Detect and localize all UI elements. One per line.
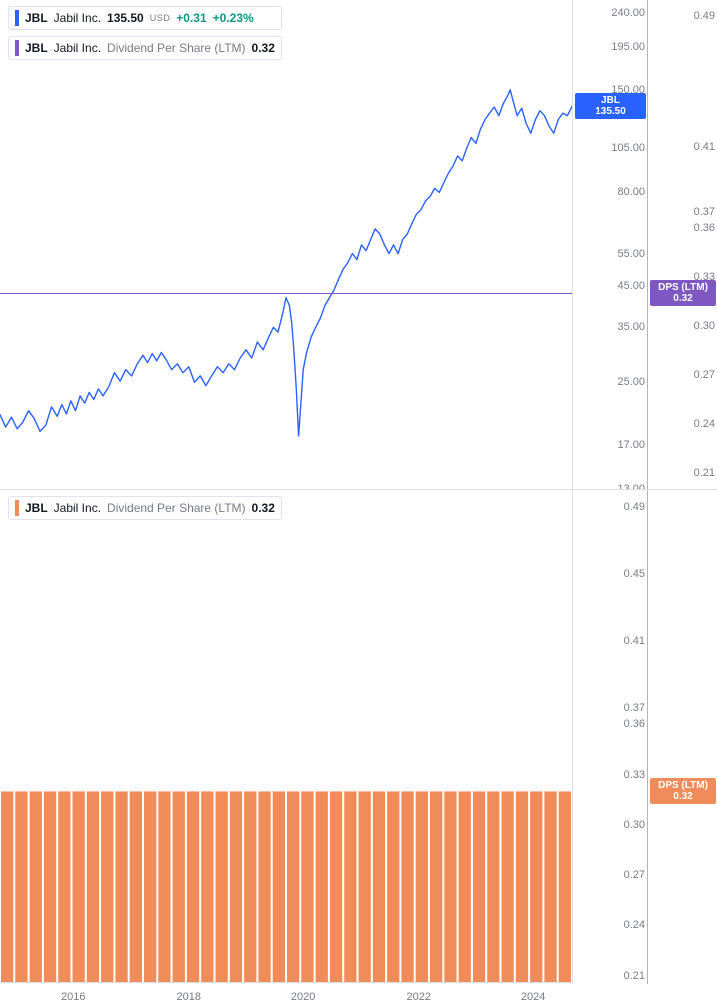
dps-bar-axis-tick: 0.33 [624,769,645,781]
dps-bar-axis[interactable]: 0.49 0.45 0.41 0.37 0.36 0.33 0.30 0.27 0.24 0.21 [572,490,648,984]
ticker-code: JBL [25,11,48,25]
series-name: Dividend Per Share (LTM) [107,41,246,55]
price-axis-tick: 105.00 [611,142,645,154]
dps-bar-axis-tick: 0.37 [624,702,645,714]
dps-axis-tick: 0.41 [694,141,715,153]
dps-legend-pill[interactable]: JBL Jabil Inc. Dividend Per Share (LTM) … [8,36,282,60]
dps-bar-axis-tick: 0.49 [624,501,645,513]
ticker-code: JBL [25,41,48,55]
dps-axis-secondary[interactable]: 0.490.410.370.360.330.300.270.240.21DPS … [647,0,717,489]
currency: USD [150,13,171,23]
ticker-name: Jabil Inc. [54,501,101,515]
dps-axis-tick: 0.24 [694,418,715,430]
dps-bar-axis-tick: 0.41 [624,635,645,647]
dps-axis-tick: 0.27 [694,369,715,381]
price-axis-tick: 80.00 [617,186,645,198]
price-axis-tick: 55.00 [617,248,645,260]
ticker-name: Jabil Inc. [54,41,101,55]
dps-axis-tick: 0.36 [694,222,715,234]
dps-swatch [15,40,19,56]
panel-a-legend: JBL Jabil Inc. 135.50 USD +0.31 +0.23% J… [8,6,282,60]
change-pct: +0.23% [213,11,254,25]
price-axis-tick: 240.00 [611,7,645,19]
price-marker: JBL135.50 [575,93,646,119]
dps-axis-tick: 0.37 [694,206,715,218]
dps-bar-axis-tick: 0.21 [624,970,645,982]
dps-bar-axis-tick: 0.45 [624,568,645,580]
price-value: 135.50 [107,11,144,25]
dps-value: 0.32 [252,501,275,515]
dps-bar-axis-tick: 0.30 [624,819,645,831]
time-axis[interactable]: 2016 2018 2020 2022 2024 [0,982,572,1005]
dps-bar-svg [0,490,572,984]
panel-b-legend: JBL Jabil Inc. Dividend Per Share (LTM) … [8,496,282,520]
price-axis-tick: 35.00 [617,321,645,333]
dps-value: 0.32 [252,41,275,55]
price-axis[interactable]: 240.00195.00150.00105.0080.0055.0045.003… [572,0,648,489]
price-axis-tick: 195.00 [611,41,645,53]
series-name: Dividend Per Share (LTM) [107,501,246,515]
page: JBL Jabil Inc. 135.50 USD +0.31 +0.23% J… [0,0,717,1005]
dps-bar-legend-pill[interactable]: JBL Jabil Inc. Dividend Per Share (LTM) … [8,496,282,520]
price-axis-tick: 17.00 [617,439,645,451]
dps-bar-axis-tick: 0.24 [624,919,645,931]
dps-bar-axis-secondary[interactable]: DPS (LTM)0.32 [647,490,717,984]
price-axis-tick: 45.00 [617,280,645,292]
dps-bar-marker: DPS (LTM)0.32 [650,778,716,804]
change-abs: +0.31 [176,11,206,25]
ticker-code: JBL [25,501,48,515]
year-tick: 2016 [61,991,85,1003]
dps-axis-tick: 0.30 [694,320,715,332]
dps-flat-line [0,293,572,294]
dps-bar-swatch [15,500,19,516]
year-tick: 2022 [406,991,430,1003]
price-axis-tick: 25.00 [617,376,645,388]
dps-bar-plot[interactable]: JBL Jabil Inc. Dividend Per Share (LTM) … [0,490,572,984]
year-tick: 2020 [291,991,315,1003]
price-panel: JBL Jabil Inc. 135.50 USD +0.31 +0.23% J… [0,0,717,489]
ticker-name: Jabil Inc. [54,11,101,25]
price-swatch [15,10,19,26]
price-legend-pill[interactable]: JBL Jabil Inc. 135.50 USD +0.31 +0.23% [8,6,282,30]
year-tick: 2024 [521,991,545,1003]
dps-axis-tick: 0.49 [694,10,715,22]
dps-marker: DPS (LTM)0.32 [650,280,716,306]
dps-axis-tick: 0.21 [694,467,715,479]
year-tick: 2018 [177,991,201,1003]
price-plot[interactable]: JBL Jabil Inc. 135.50 USD +0.31 +0.23% J… [0,0,572,489]
dps-bar-axis-tick: 0.36 [624,718,645,730]
price-chart-svg [0,0,572,489]
dps-bar-axis-tick: 0.27 [624,869,645,881]
dps-bar-panel: JBL Jabil Inc. Dividend Per Share (LTM) … [0,489,717,984]
